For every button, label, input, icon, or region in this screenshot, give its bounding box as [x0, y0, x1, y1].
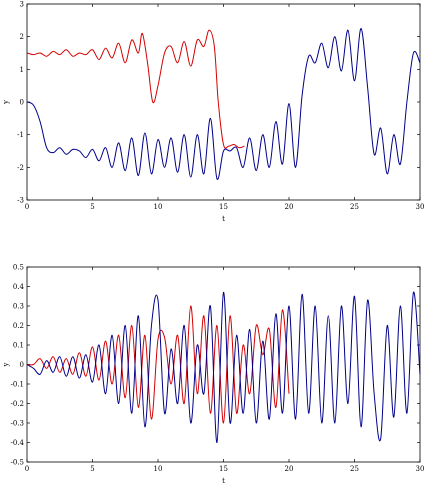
x-tick-label: 15 — [219, 465, 228, 473]
y-tick-label: 0.1 — [13, 342, 24, 350]
y-tick-label: -0.5 — [11, 459, 25, 467]
series-line-1 — [26, 29, 245, 149]
y-tick-label: 0 — [20, 361, 24, 369]
y-tick-label: 1 — [20, 66, 24, 74]
x-tick-label: 20 — [285, 465, 294, 473]
x-tick-label: 30 — [416, 203, 424, 211]
x-tick-label: 10 — [154, 203, 163, 211]
y-tick-label: 0.2 — [13, 322, 24, 330]
x-tick-label: 10 — [154, 465, 163, 473]
series-line-2 — [26, 291, 421, 444]
plot-frame — [26, 266, 421, 463]
x-axis-label: t — [222, 215, 225, 223]
x-axis-label: t — [222, 477, 225, 485]
y-tick-label: -3 — [17, 197, 24, 205]
x-tick-label: 25 — [350, 203, 359, 211]
chart-panel-1: 0 5 10 15 20 25 30 -3 -2 -1 0 1 2 3 t y — [2, 1, 424, 224]
y-tick-label: 0.5 — [13, 264, 24, 272]
x-tick-label: 0 — [25, 465, 29, 473]
y-tick-label: -0.2 — [11, 400, 25, 408]
chart-panel-2: 0 5 10 15 20 25 30 -0.5 -0.4 -0.3 -0.2 -0.1 0 0.1 0.2 0… — [2, 264, 424, 486]
y-tick-label: -1 — [17, 131, 24, 139]
y-tick-label: -0.3 — [11, 420, 25, 428]
y-axis-label: y — [2, 100, 10, 105]
x-tick-label: 0 — [25, 203, 29, 211]
x-tick-label: 30 — [416, 465, 424, 473]
series-line-1 — [26, 305, 290, 424]
x-tick-label: 15 — [219, 203, 228, 211]
y-tick-label: 3 — [20, 1, 24, 9]
x-tick-label: 20 — [285, 203, 294, 211]
x-tick-label: 5 — [90, 203, 94, 211]
x-tick-label: 25 — [350, 465, 359, 473]
plot-frame — [26, 3, 421, 201]
y-tick-label: 2 — [20, 33, 24, 41]
y-tick-label: -2 — [17, 164, 24, 172]
y-tick-label: -0.4 — [11, 439, 25, 447]
y-tick-label: 0.4 — [13, 283, 25, 291]
x-tick-label: 5 — [90, 465, 94, 473]
series-line-2 — [26, 27, 421, 180]
y-tick-label: -0.1 — [11, 381, 25, 389]
y-tick-label: 0.3 — [13, 303, 24, 311]
y-axis-label: y — [2, 362, 10, 367]
y-tick-label: 0 — [20, 99, 24, 107]
